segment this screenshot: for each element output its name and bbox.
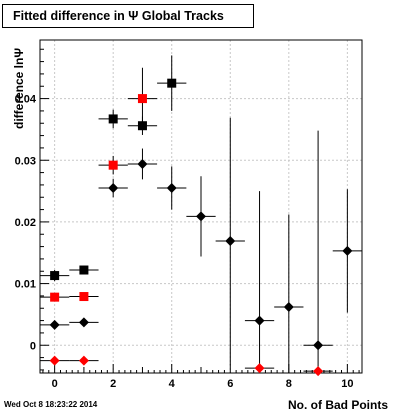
data-point bbox=[98, 178, 128, 198]
diamond-marker bbox=[166, 183, 177, 193]
y-tick-label: 0.01 bbox=[15, 279, 36, 291]
diamond-marker bbox=[78, 355, 89, 366]
data-point bbox=[40, 355, 70, 366]
square-marker bbox=[137, 94, 147, 104]
diamond-marker bbox=[78, 317, 89, 328]
diamond-marker bbox=[342, 245, 353, 256]
x-tick-label: 2 bbox=[110, 378, 116, 390]
diamond-marker bbox=[137, 158, 148, 169]
y-tick-label: 0.03 bbox=[15, 155, 36, 167]
data-point bbox=[98, 109, 128, 129]
data-point bbox=[157, 55, 187, 111]
data-point bbox=[127, 148, 158, 180]
diamond-marker bbox=[196, 211, 206, 222]
data-point bbox=[40, 319, 70, 330]
y-tick-label: 0 bbox=[30, 340, 36, 352]
data-point bbox=[244, 191, 275, 373]
axis-ticks: 0 2 4 6 8 10 0 0.01 0.02 0.03 0.04 bbox=[15, 48, 360, 390]
y-tick-label: 0.02 bbox=[15, 217, 36, 229]
diamond-marker bbox=[225, 236, 236, 247]
x-tick-label: 0 bbox=[52, 378, 58, 390]
data-point bbox=[303, 130, 333, 377]
data-point bbox=[40, 270, 70, 282]
x-tick-label: 8 bbox=[286, 378, 292, 390]
data-point bbox=[274, 214, 304, 373]
data-point bbox=[157, 166, 187, 210]
square-marker bbox=[108, 160, 118, 170]
data-point bbox=[69, 317, 99, 328]
diamond-marker bbox=[283, 302, 294, 313]
data-point bbox=[69, 292, 99, 302]
diamond-marker bbox=[49, 355, 60, 366]
title-box: Fitted difference in Ψ Global Tracks bbox=[2, 4, 254, 28]
x-tick-label: 10 bbox=[341, 378, 353, 390]
diamond-marker bbox=[254, 363, 265, 374]
data-point bbox=[186, 176, 216, 257]
data-point bbox=[215, 117, 245, 365]
square-marker bbox=[50, 292, 60, 302]
square-marker bbox=[50, 271, 60, 281]
data-point bbox=[40, 292, 70, 302]
timestamp: Wed Oct 8 18:23:22 2014 bbox=[4, 400, 98, 409]
y-axis-label: difference lnΨ bbox=[12, 47, 26, 129]
data-point bbox=[332, 189, 362, 313]
x-tick-label: 6 bbox=[227, 378, 233, 390]
data-point bbox=[244, 363, 275, 374]
y-tick-label: 0.04 bbox=[15, 94, 37, 106]
data-point bbox=[69, 355, 99, 366]
square-marker bbox=[167, 78, 177, 88]
data-point bbox=[127, 67, 158, 130]
chart-title: Fitted difference in Ψ Global Tracks bbox=[13, 9, 224, 23]
x-axis-label: No. of Bad Points bbox=[288, 398, 388, 412]
data-point bbox=[98, 155, 128, 175]
data-point bbox=[69, 265, 99, 275]
data-points bbox=[40, 55, 362, 377]
diamond-marker bbox=[313, 366, 324, 377]
square-marker bbox=[108, 114, 118, 124]
square-marker bbox=[79, 292, 89, 302]
diamond-marker bbox=[49, 319, 60, 330]
square-marker bbox=[79, 265, 89, 275]
diamond-marker bbox=[108, 183, 119, 193]
diamond-marker bbox=[254, 315, 265, 326]
x-tick-label: 4 bbox=[169, 378, 176, 390]
